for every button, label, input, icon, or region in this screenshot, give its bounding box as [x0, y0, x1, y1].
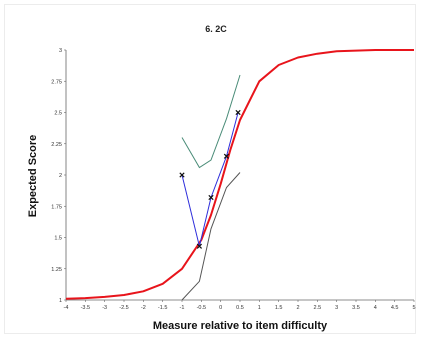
x-tick-label: -1.5	[158, 305, 167, 311]
observed-point-stroke	[208, 194, 214, 201]
x-axis-label: Measure relative to item difficulty	[153, 320, 328, 332]
x-tick-label: 2.5	[314, 305, 322, 311]
x-tick-label: -4	[64, 305, 69, 311]
plot-area	[65, 49, 414, 301]
axes	[65, 50, 414, 301]
ticks: -4 -3.5 -3 -2.5 -2 -1.5 -1 -0.5 0 0.5 1 1.5 2 2.5 3 3.5…	[51, 48, 415, 311]
observed-point-stroke	[179, 172, 185, 178]
y-tick-label: 1.75	[51, 204, 62, 210]
chart-title: 6. 2C	[205, 24, 227, 34]
x-tick-label: 5	[412, 305, 415, 311]
y-axis-label: Expected Score	[27, 135, 39, 218]
x-tick-label: -3	[102, 305, 107, 311]
observed-point	[179, 172, 185, 178]
y-tick-label: 2.25	[51, 142, 62, 148]
x-tick-label: -2.5	[119, 305, 128, 311]
x-tick-label: 1	[258, 305, 261, 311]
x-tick-label: 3.5	[352, 305, 360, 311]
chart-frame	[4, 4, 416, 334]
observed-point	[196, 243, 203, 249]
y-tick-label: 1	[59, 298, 62, 304]
observed-point-stroke	[223, 153, 230, 159]
lower-confidence-band	[181, 172, 241, 301]
y-tick-label: 2.75	[51, 79, 62, 85]
x-tick-label: -0.5	[197, 305, 206, 311]
x-tick-label: -1	[180, 305, 185, 311]
y-tick-label: 2	[59, 173, 62, 179]
model-curve	[65, 49, 414, 300]
x-tick-label: 3	[335, 305, 338, 311]
upper-confidence-band	[181, 74, 241, 169]
x-tick-label: 2	[296, 305, 299, 311]
observed-point	[208, 194, 214, 201]
y-tick-label: 1.5	[54, 236, 62, 242]
observed-line	[181, 112, 239, 247]
observed-point-stroke	[196, 243, 203, 249]
x-tick-label: 4	[374, 305, 377, 311]
observed-point	[223, 153, 230, 159]
x-tick-label: 0	[219, 305, 222, 311]
x-tick-label: -2	[141, 305, 146, 311]
observed-point	[235, 109, 241, 116]
x-tick-label: 0.5	[236, 305, 244, 311]
y-tick-label: 1.25	[51, 267, 62, 273]
x-tick-label: 4.5	[391, 305, 399, 311]
y-tick-label: 3	[59, 48, 62, 54]
x-tick-label: 1.5	[275, 305, 283, 311]
observed-point-stroke	[235, 109, 241, 116]
x-tick-label: -3.5	[81, 305, 90, 311]
y-tick-label: 2.5	[54, 111, 62, 117]
